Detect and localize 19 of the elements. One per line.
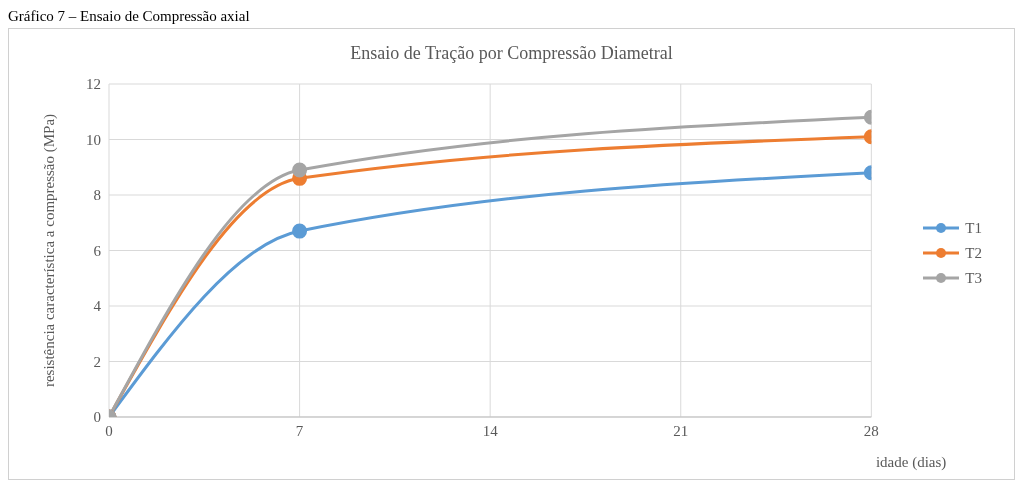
y-tick-label: 2 xyxy=(93,353,101,370)
x-tick-label: 0 xyxy=(105,422,113,439)
y-tick-label: 0 xyxy=(93,409,101,426)
x-tick-label: 7 xyxy=(295,422,304,439)
x-tick-label: 21 xyxy=(673,422,689,439)
y-tick-label: 4 xyxy=(93,298,102,315)
x-axis-title: idade (dias) xyxy=(875,454,947,471)
text: Gráfico 7 – Ensaio de Compressão axial xyxy=(8,8,250,25)
y-tick-label: 12 xyxy=(86,76,101,93)
y-tick-label: 8 xyxy=(93,187,101,204)
y-tick-label: 6 xyxy=(93,242,102,259)
legend-label: T3 xyxy=(965,269,982,287)
x-tick-label: 28 xyxy=(863,422,879,439)
y-tick-label: 10 xyxy=(86,131,101,148)
chart-title: Ensaio de Tração por Compressão Diametral xyxy=(349,43,674,64)
legend-label: T1 xyxy=(965,219,982,237)
legend-label: T2 xyxy=(965,244,982,262)
x-tick-label: 14 xyxy=(482,422,499,439)
y-axis-title: resistência característica a compressão (MPa) xyxy=(41,113,59,388)
